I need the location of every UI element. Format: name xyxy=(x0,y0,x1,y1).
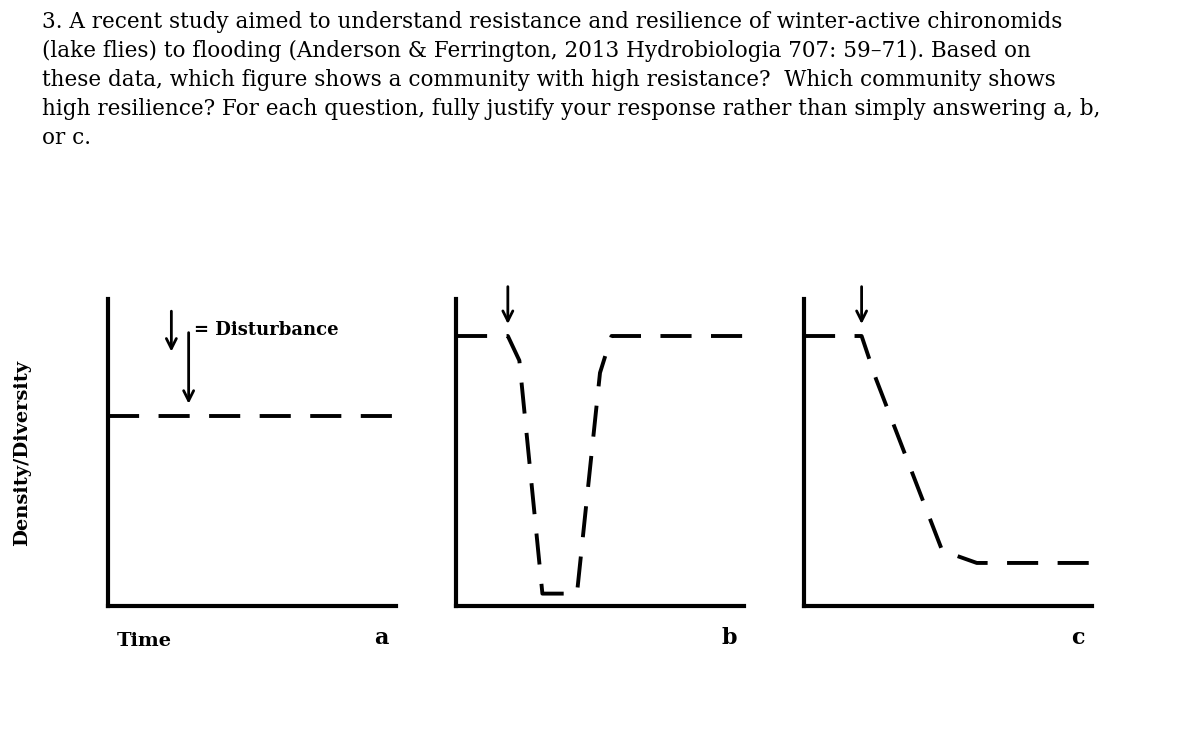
Text: 3. A recent study aimed to understand resistance and resilience of winter-active: 3. A recent study aimed to understand re… xyxy=(42,11,1100,149)
Text: Time: Time xyxy=(116,632,172,650)
Text: Density/Diversity: Density/Diversity xyxy=(12,360,31,545)
Text: c: c xyxy=(1070,628,1085,649)
Text: a: a xyxy=(374,628,389,649)
Text: = Disturbance: = Disturbance xyxy=(194,321,340,339)
Text: b: b xyxy=(722,628,737,649)
